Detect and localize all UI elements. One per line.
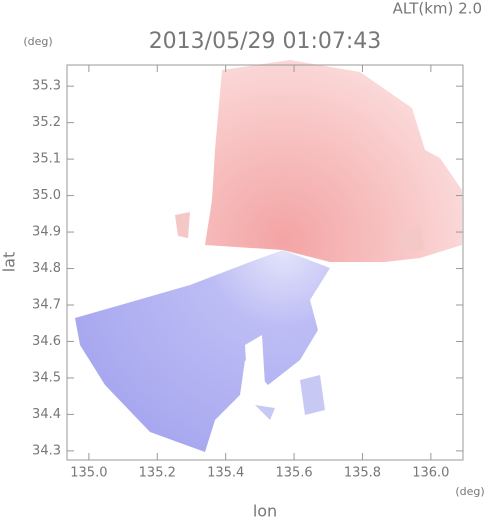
y-tick-label: 34.8 <box>32 261 61 276</box>
y-tick-label: 35.1 <box>32 152 61 167</box>
x-axis-label: lon <box>253 502 277 521</box>
x-tick-label: 135.6 <box>275 466 312 481</box>
y-tick-label: 34.6 <box>32 334 61 349</box>
altitude-annotation: ALT(km) 2.0 <box>393 0 482 18</box>
y-tick-label: 34.5 <box>32 370 61 385</box>
y-tick-label: 34.4 <box>32 407 61 422</box>
y-tick-label: 35.3 <box>32 79 61 94</box>
chart-title: 2013/05/29 01:07:43 <box>149 29 382 54</box>
x-unit: (deg) <box>455 485 484 498</box>
plot-frame <box>66 64 464 461</box>
y-tick-label: 34.7 <box>32 297 61 312</box>
y-tick-label: 35.0 <box>32 188 61 203</box>
radar-field <box>75 60 462 452</box>
x-tick-label: 135.4 <box>207 466 244 481</box>
radar-positive-area <box>205 60 462 262</box>
x-tick-label: 136.0 <box>412 466 449 481</box>
x-tick-label: 135.8 <box>344 466 381 481</box>
y-tick-label: 34.3 <box>32 443 61 458</box>
y-unit: (deg) <box>23 35 52 48</box>
y-tick-label: 34.9 <box>32 225 61 240</box>
radar-gap <box>245 335 265 395</box>
y-tick-label: 35.2 <box>32 115 61 130</box>
y-axis-label: lat <box>0 252 19 273</box>
radar-echo <box>255 375 325 420</box>
x-tick-label: 135.2 <box>139 466 176 481</box>
radar-negative-area <box>75 250 330 452</box>
x-tick-label: 135.0 <box>70 466 107 481</box>
